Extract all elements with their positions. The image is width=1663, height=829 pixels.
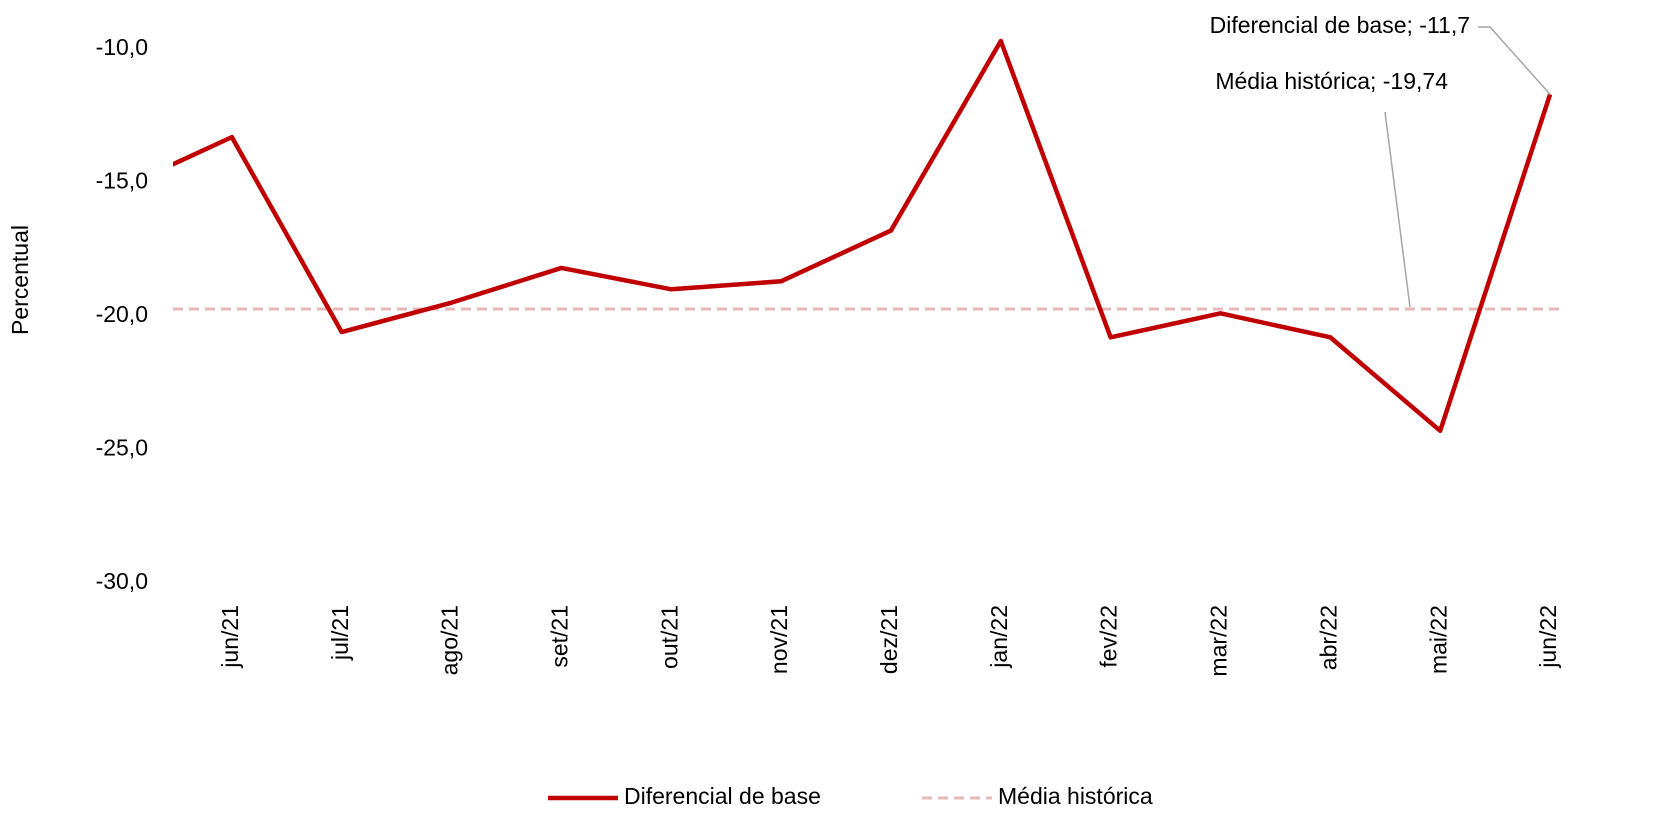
plot-area — [173, 38, 1563, 434]
x-tick-label: nov/21 — [766, 605, 792, 674]
y-tick-label: -30,0 — [96, 568, 148, 594]
annotation: Diferencial de base; -11,7 — [1210, 12, 1470, 38]
legend-label: Média histórica — [998, 783, 1153, 809]
x-tick-label: set/21 — [546, 605, 572, 668]
y-tick-label: -10,0 — [96, 34, 148, 60]
x-tick-label: dez/21 — [876, 605, 902, 674]
legend-label: Diferencial de base — [624, 783, 821, 809]
leader-line — [1478, 26, 1551, 95]
leader-line — [1384, 111, 1411, 308]
y-tick-label: -15,0 — [96, 168, 148, 194]
y-tick-label: -20,0 — [96, 301, 148, 327]
x-tick-label: fev/22 — [1096, 605, 1122, 668]
y-tick-label: -25,0 — [96, 435, 148, 461]
x-tick-label: mar/22 — [1206, 605, 1232, 677]
x-tick-label: abr/22 — [1315, 605, 1341, 670]
x-tick-label: jun/21 — [217, 605, 243, 669]
x-tick-label: jun/22 — [1535, 605, 1561, 669]
x-tick-label: jan/22 — [986, 605, 1012, 669]
annotation: Média histórica; -19,74 — [1215, 68, 1448, 94]
y-axis-title: Percentual — [7, 225, 33, 335]
x-tick-label: ago/21 — [437, 605, 463, 675]
x-tick-label: jul/21 — [327, 605, 353, 661]
x-tick-label: mai/22 — [1425, 605, 1451, 674]
x-tick-label: out/21 — [656, 605, 682, 669]
data-line — [173, 38, 1553, 434]
